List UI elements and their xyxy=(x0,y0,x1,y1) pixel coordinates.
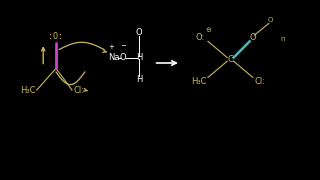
Text: H: H xyxy=(136,53,142,62)
Text: −: − xyxy=(120,43,126,49)
Text: Na: Na xyxy=(108,53,119,62)
Text: O: O xyxy=(136,28,142,37)
Text: H₃C: H₃C xyxy=(20,86,35,94)
Text: O: O xyxy=(120,53,126,62)
Text: :O:: :O: xyxy=(49,32,63,41)
Text: ⊖: ⊖ xyxy=(205,27,211,33)
Text: H: H xyxy=(136,75,142,84)
Text: +: + xyxy=(108,44,114,50)
Text: Cl:: Cl: xyxy=(254,76,265,86)
Text: n: n xyxy=(280,36,284,42)
Text: O:: O: xyxy=(196,33,205,42)
Text: H₃C: H₃C xyxy=(191,76,206,86)
Text: O: O xyxy=(268,17,273,23)
Text: Cl:: Cl: xyxy=(74,86,84,94)
Text: O: O xyxy=(250,33,256,42)
Text: C: C xyxy=(228,55,233,64)
